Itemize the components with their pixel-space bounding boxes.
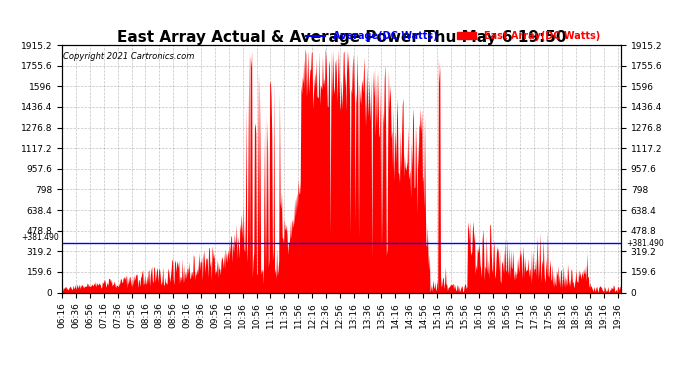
Text: +381.490: +381.490 — [627, 239, 664, 248]
Text: Copyright 2021 Cartronics.com: Copyright 2021 Cartronics.com — [63, 53, 195, 62]
Text: +381.490: +381.490 — [21, 233, 59, 242]
Title: East Array Actual & Average Power Thu May 6 19:50: East Array Actual & Average Power Thu Ma… — [117, 30, 566, 45]
Legend: Average(DC Watts), East Array(DC Watts): Average(DC Watts), East Array(DC Watts) — [302, 27, 604, 45]
